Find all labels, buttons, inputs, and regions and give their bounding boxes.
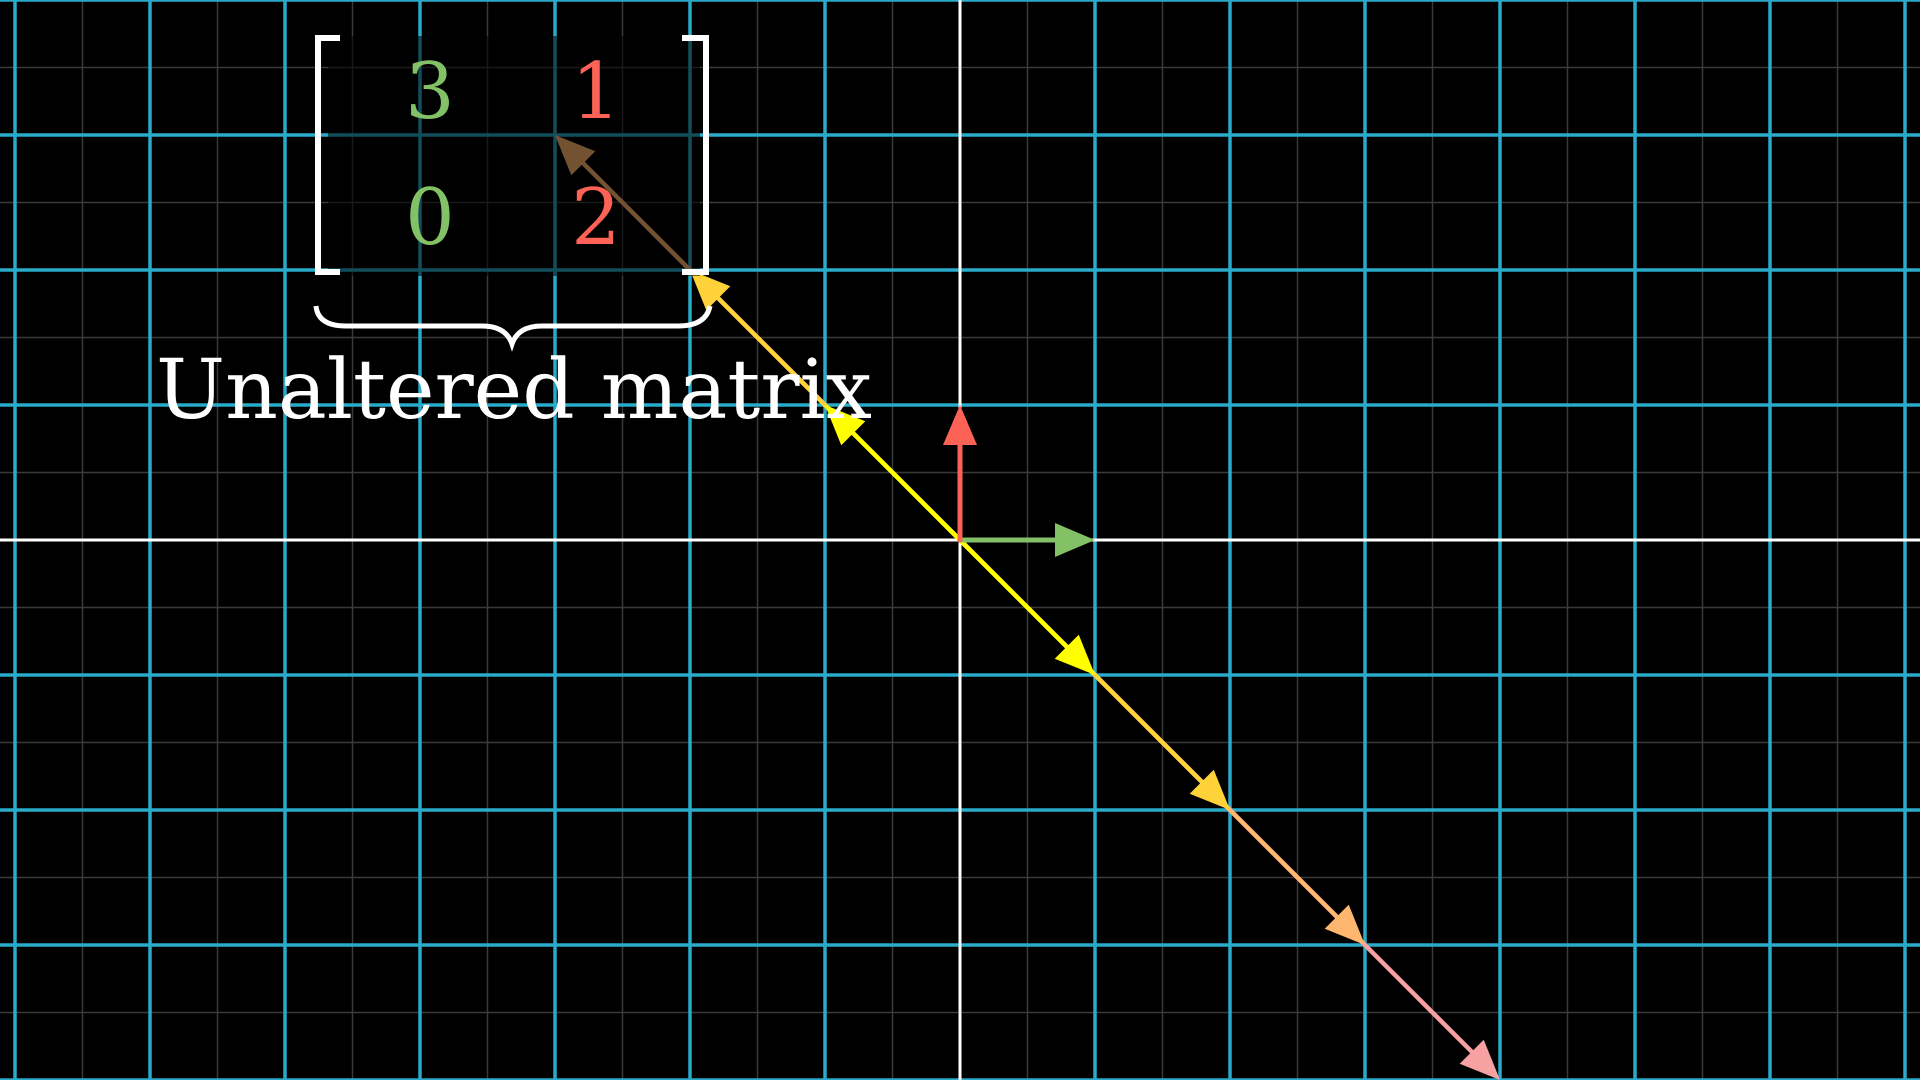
matrix-backdrop — [328, 36, 700, 276]
span-vector-pos2-head — [1189, 769, 1230, 810]
span-vector-neg1-head — [825, 405, 866, 446]
span-vector-pos1 — [957, 537, 1095, 675]
span-vector-neg2-head — [690, 270, 731, 311]
j-hat-vector — [943, 405, 977, 543]
span-vector-pos1-shaft — [957, 537, 1069, 649]
matrix-entry-a22: 2 — [571, 173, 621, 263]
span-vector-pos4-head — [1459, 1039, 1500, 1080]
i-hat-vector — [957, 523, 1095, 557]
span-vector-pos3-head — [1324, 904, 1365, 945]
matrix-left-bracket — [315, 35, 340, 275]
underbrace — [313, 305, 713, 352]
matrix-right-bracket — [682, 35, 709, 275]
matrix-display: 3 1 0 2 Unaltered matrix — [156, 35, 872, 438]
i-hat-vector-head — [1055, 523, 1095, 557]
matrix-entry-a12: 1 — [571, 47, 621, 137]
matrix-entry-a21: 0 — [405, 173, 455, 263]
span-vector-pos1-head — [1054, 634, 1095, 675]
j-hat-vector-head — [943, 405, 977, 445]
matrix-label: Unaltered matrix — [156, 343, 872, 438]
basis-vectors — [943, 405, 1095, 557]
matrix-entry-a11: 3 — [405, 47, 455, 137]
span-vector-neg1-shaft — [851, 431, 963, 543]
span-vector-neg1 — [825, 405, 963, 543]
